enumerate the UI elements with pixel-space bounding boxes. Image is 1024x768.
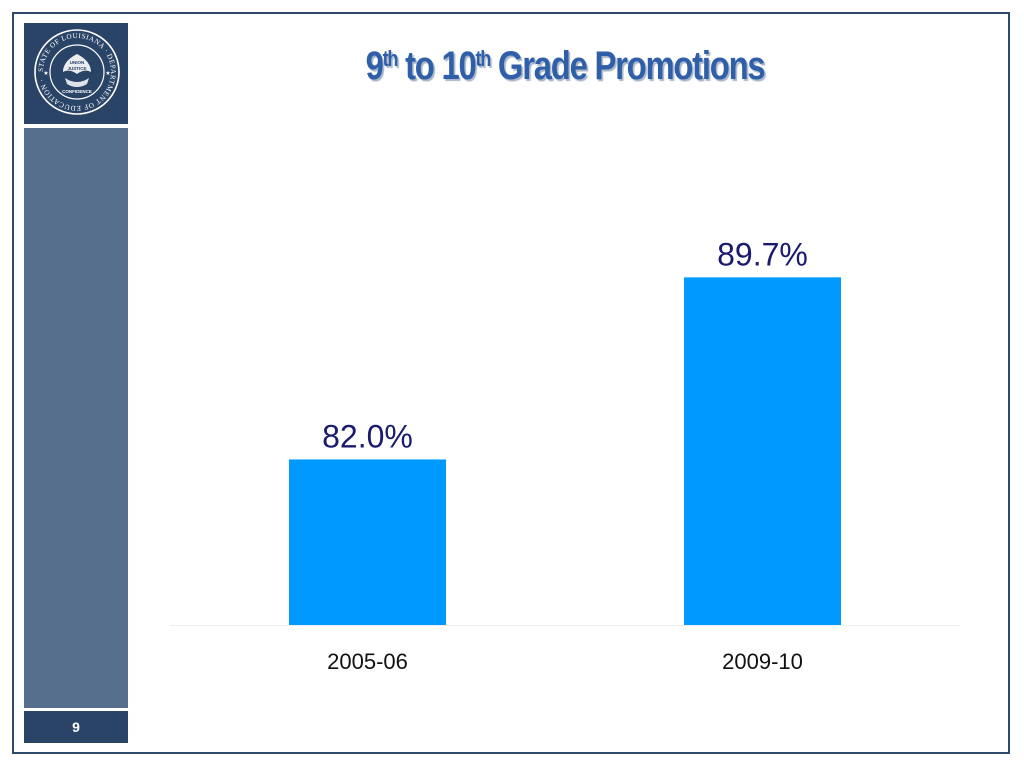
data-label-2005-06: 82.0% [322,418,413,454]
title-part: Grade Promotions [490,44,766,88]
bar-2005-06 [289,459,446,625]
slide-number: 9 [24,711,128,743]
x-tick-label-2009-10: 2009-10 [722,649,803,674]
seal-motto-3: CONFIDENCE [62,89,92,94]
slide-title: 9th to 10th Grade Promotions [249,44,880,89]
data-label-2009-10: 89.7% [717,236,808,272]
title-part: 9 [365,44,384,88]
seal-motto-2: JUSTICE [67,66,86,71]
title-superscript: th [382,46,399,71]
louisiana-seal-icon: STATE OF LOUISIANA · DEPARTMENT OF EDUCA… [34,29,120,115]
bar-2009-10 [684,277,841,625]
seal-motto-1: UNION [70,60,85,65]
seal-star-left-icon: ★ [43,70,48,77]
sidebar-strip [24,128,128,708]
title-part: to 10 [397,44,477,88]
sidebar-logo-panel [24,23,128,124]
bar-chart: 82.0% 2005-06 89.7% 2009-10 [170,236,960,674]
slide-frame [12,12,1010,754]
title-superscript: th [475,46,491,71]
x-tick-label-2005-06: 2005-06 [327,649,408,674]
seal-star-right-icon: ★ [105,70,110,77]
